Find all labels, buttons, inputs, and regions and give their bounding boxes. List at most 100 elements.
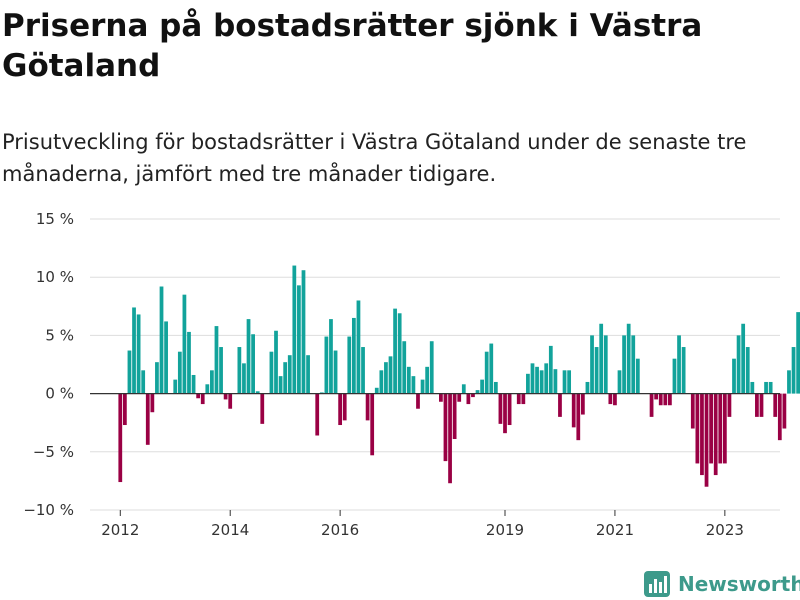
bar <box>718 393 723 464</box>
bar <box>558 393 562 417</box>
bar <box>755 393 759 417</box>
bar <box>384 362 388 394</box>
x-tick-label: 2016 <box>321 521 359 539</box>
bar <box>287 355 292 394</box>
bar <box>690 393 695 429</box>
bar <box>402 341 407 394</box>
bar <box>571 393 576 428</box>
y-tick-label: 10 % <box>36 268 74 286</box>
bar <box>539 370 544 394</box>
bar <box>306 355 310 394</box>
bar <box>622 335 626 394</box>
brand-name: Newsworthy <box>678 572 800 596</box>
y-tick-label: 0 % <box>45 385 74 403</box>
bar <box>379 370 384 394</box>
bar <box>136 314 141 394</box>
bar <box>654 393 659 400</box>
bar <box>773 393 778 417</box>
bar <box>732 358 736 394</box>
bar <box>544 363 549 394</box>
bar <box>388 356 393 394</box>
bar <box>443 393 448 462</box>
bar <box>516 393 521 405</box>
bar <box>173 379 178 394</box>
bar <box>700 393 704 476</box>
bar <box>347 336 352 394</box>
bar <box>411 376 416 394</box>
x-tick-label: 2014 <box>211 521 249 539</box>
bar <box>251 334 255 394</box>
bar <box>709 393 713 464</box>
bar <box>782 393 787 429</box>
bar <box>429 341 434 394</box>
bar <box>159 286 164 394</box>
bar <box>420 379 425 394</box>
bar <box>351 317 356 394</box>
y-tick-label: 15 % <box>36 210 74 228</box>
y-tick-label: −10 % <box>23 501 74 519</box>
bar <box>370 393 375 456</box>
bar <box>548 345 553 394</box>
bar <box>237 347 242 394</box>
bar <box>439 393 443 402</box>
bar <box>613 393 617 406</box>
bar <box>759 393 764 417</box>
bar <box>617 370 622 394</box>
bar <box>292 265 297 394</box>
bar <box>155 362 159 394</box>
bar <box>471 393 475 398</box>
bar <box>269 351 274 394</box>
bar <box>768 381 773 394</box>
label-layer: −10 % −5 % 0 % 5 % 10 % 15 % 2012 2014 2016 2019 2… <box>23 210 744 539</box>
y-tick-label: 5 % <box>45 326 74 344</box>
y-tick-label: −5 % <box>33 443 74 461</box>
bar <box>553 369 558 394</box>
bar <box>498 393 503 424</box>
bar <box>603 335 608 394</box>
bar <box>672 358 677 394</box>
bar <box>526 373 530 394</box>
bar <box>585 381 590 394</box>
bar <box>580 393 585 415</box>
bar <box>530 363 535 394</box>
bar <box>594 347 599 394</box>
chart-title: Priserna på bostadsrätter sjönk i Västra… <box>2 8 703 84</box>
x-tick-label: 2023 <box>706 521 744 539</box>
bar <box>297 285 301 394</box>
bar <box>214 326 219 394</box>
bar <box>658 393 663 406</box>
bar <box>333 350 338 394</box>
bar <box>503 393 507 434</box>
bar <box>425 366 430 394</box>
bar <box>448 393 452 484</box>
bar <box>457 393 462 402</box>
bar <box>187 331 191 394</box>
bar <box>741 323 746 394</box>
bar <box>205 384 210 394</box>
bar <box>182 294 187 394</box>
bar <box>608 393 613 405</box>
bar <box>713 393 718 476</box>
bar <box>681 347 686 394</box>
bar <box>777 393 782 441</box>
bar <box>283 362 288 394</box>
bar <box>461 384 466 394</box>
bar <box>301 270 306 394</box>
bar <box>635 358 640 394</box>
bar <box>150 393 155 413</box>
bar <box>521 393 526 405</box>
bar <box>599 323 604 394</box>
x-tick-label: 2012 <box>101 521 139 539</box>
bar <box>356 300 361 394</box>
bar <box>562 370 567 394</box>
x-tick-label: 2021 <box>596 521 634 539</box>
bar <box>164 321 168 394</box>
bar <box>727 393 732 417</box>
bar <box>764 381 768 394</box>
bar <box>361 347 365 394</box>
bar <box>475 390 480 394</box>
x-tick-label: 2019 <box>486 521 524 539</box>
bar <box>393 308 397 394</box>
bar <box>489 343 494 394</box>
bar <box>132 307 136 394</box>
